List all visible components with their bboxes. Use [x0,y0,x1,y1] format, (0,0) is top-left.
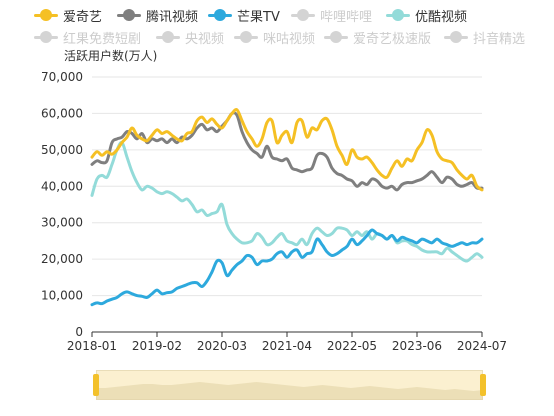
datazoom-start-handle[interactable] [93,374,99,396]
legend-item[interactable]: 腾讯视频 [117,6,199,25]
legend-item[interactable]: 爱奇艺 [34,6,103,25]
series-line [90,108,484,192]
datazoom-preview-area [96,382,483,400]
y-tick-label: 70,000 [41,70,83,84]
series-line [90,140,484,263]
y-tick-label: 60,000 [41,106,83,120]
datazoom-slider[interactable] [93,370,486,400]
series-line [90,228,484,307]
legend-marker-icon [234,30,258,44]
legend-label: 芒果TV [237,9,280,25]
legend-label: 爱奇艺极速版 [353,31,432,47]
x-tick-label: 2019-02 [132,339,182,353]
legend-marker-icon [156,30,180,44]
legend-label: 央视频 [185,31,225,47]
datazoom-preview [96,382,483,400]
legend-marker-icon [34,8,58,22]
legend-label: 哔哩哔哩 [320,9,373,25]
legend-marker-icon [208,8,232,22]
x-tick-label: 2020-03 [197,339,247,353]
legend-label: 咪咕视频 [263,31,316,47]
legend-label: 红果免费短剧 [63,31,142,47]
legend: 爱奇艺 腾讯视频 芒果TV 哔哩哔哩 优酷视频红果免费短剧 央视频 咪咕视频 爱奇艺极速版 抖音… [0,0,554,50]
legend-item[interactable]: 爱奇艺极速版 [324,28,432,47]
legend-item[interactable]: 咪咕视频 [234,28,316,47]
legend-item[interactable]: 芒果TV [208,6,280,25]
y-tick-label: 0 [75,325,83,339]
legend-label: 优酷视频 [415,9,468,25]
datazoom-end-handle[interactable] [480,374,486,396]
legend-marker-icon [324,30,348,44]
x-tick-label: 2021-04 [262,339,312,353]
legend-marker-icon [444,30,468,44]
legend-marker-icon [386,8,410,22]
legend-label: 腾讯视频 [146,9,199,25]
series-line [90,111,484,192]
legend-item[interactable]: 抖音精选 [444,28,526,47]
x-tick-label: 2024-07 [457,339,507,353]
x-tick-label: 2022-05 [327,339,377,353]
legend-label: 爱奇艺 [63,9,103,25]
y-tick-label: 30,000 [41,216,83,230]
y-tick-label: 40,000 [41,179,83,193]
legend-marker-icon [34,30,58,44]
legend-item[interactable]: 央视频 [156,28,225,47]
legend-item[interactable]: 红果免费短剧 [34,28,142,47]
y-tick-label: 10,000 [41,289,83,303]
y-tick-label: 50,000 [41,143,83,157]
legend-marker-icon [117,8,141,22]
legend-item[interactable]: 哔哩哔哩 [291,6,373,25]
y-axis-title: 活跃用户数(万人) [64,49,158,63]
legend-marker-icon [291,8,315,22]
legend-item[interactable]: 优酷视频 [386,6,468,25]
legend-label: 抖音精选 [473,31,526,47]
x-tick-label: 2023-06 [392,339,442,353]
x-tick-label: 2018-01 [67,339,117,353]
y-tick-label: 20,000 [41,252,83,266]
